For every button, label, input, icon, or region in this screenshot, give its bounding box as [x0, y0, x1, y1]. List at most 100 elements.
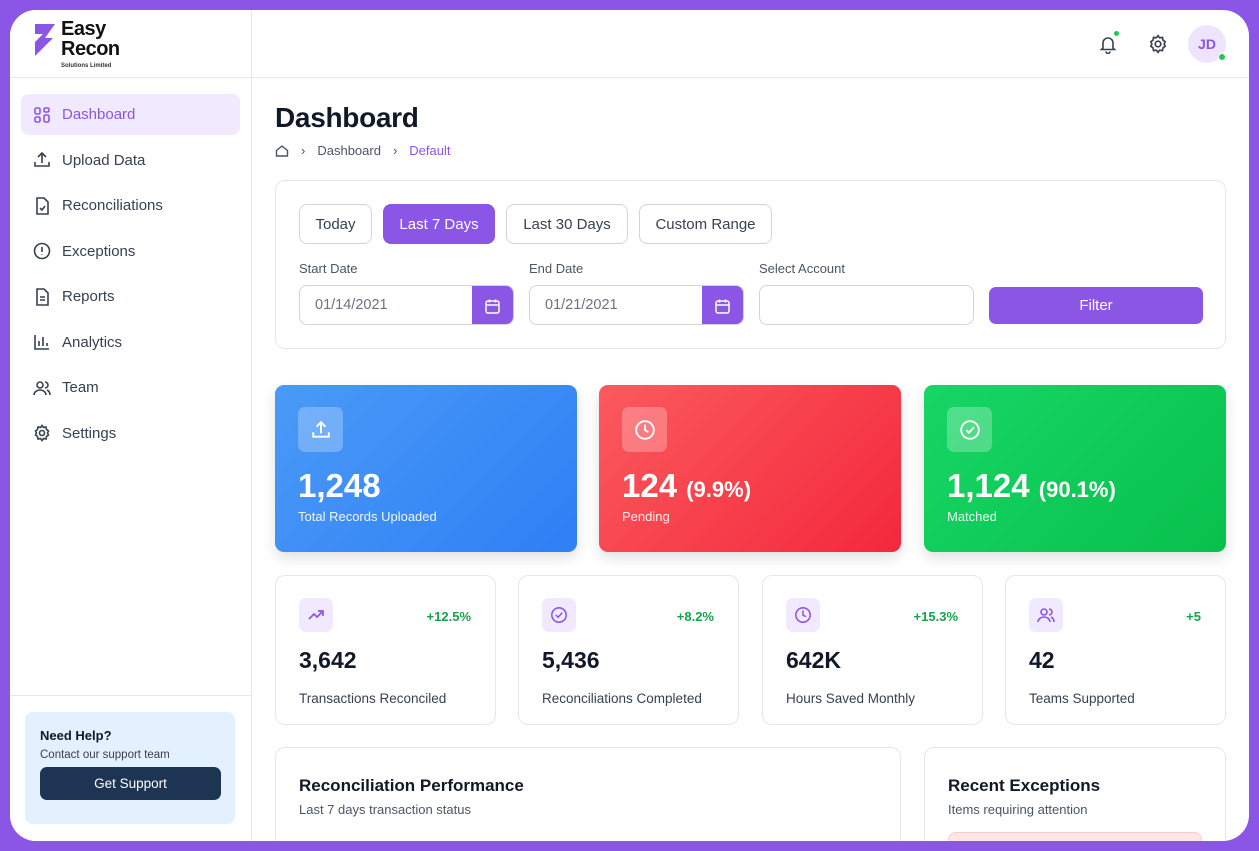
- alert-circle-icon: [33, 242, 51, 260]
- sidebar-item-label: Upload Data: [62, 151, 146, 169]
- stat-card-hours: +15.3% 642K Hours Saved Monthly: [762, 575, 983, 725]
- stat-value: 5,436: [542, 647, 600, 673]
- breadcrumb-current: Default: [409, 143, 451, 158]
- summary-label: Total Records Uploaded: [298, 509, 437, 524]
- stat-card-teams: +5 42 Teams Supported: [1005, 575, 1226, 725]
- summary-label: Pending: [622, 509, 670, 524]
- sidebar-item-label: Exceptions: [62, 242, 136, 260]
- sidebar-item-label: Reconciliations: [62, 197, 163, 214]
- calendar-icon[interactable]: [472, 286, 513, 324]
- brand-tagline: Solutions Limited: [61, 63, 112, 69]
- exceptions-title: Recent Exceptions: [948, 776, 1101, 795]
- exceptions-panel: Recent Exceptions Items requiring attent…: [924, 747, 1226, 841]
- calendar-icon[interactable]: [702, 286, 743, 324]
- performance-subtitle: Last 7 days transaction status: [299, 802, 471, 817]
- check-badge-icon: [542, 598, 576, 632]
- stat-label: Reconciliations Completed: [542, 691, 702, 706]
- sidebar-item-reports[interactable]: Reports: [21, 276, 240, 317]
- summary-value: 1,248: [298, 467, 381, 504]
- exception-item[interactable]: [948, 832, 1202, 841]
- sidebar-item-label: Reports: [62, 288, 115, 305]
- sidebar-item-exceptions[interactable]: Exceptions: [21, 231, 240, 272]
- stat-card-transactions: +12.5% 3,642 Transactions Reconciled: [275, 575, 496, 725]
- upload-icon: [34, 151, 50, 167]
- range-last-30-days-button[interactable]: Last 30 Days: [506, 204, 628, 244]
- home-icon[interactable]: [275, 144, 289, 158]
- performance-title: Reconciliation Performance: [299, 776, 524, 795]
- sidebar-item-label: Dashboard: [62, 106, 136, 123]
- stat-label: Teams Supported: [1029, 691, 1135, 706]
- stat-value: 3,642: [299, 647, 357, 673]
- brand-name-2: Recon: [61, 38, 120, 60]
- avatar-initials: JD: [1198, 36, 1216, 52]
- start-date-input[interactable]: 01/14/2021: [299, 285, 514, 325]
- exceptions-subtitle: Items requiring attention: [948, 802, 1088, 817]
- breadcrumb-dashboard[interactable]: Dashboard: [317, 143, 381, 158]
- sidebar-item-label: Team: [62, 379, 99, 396]
- stat-value: 642K: [786, 647, 841, 673]
- clock-icon: [786, 598, 820, 632]
- grid-icon: [34, 106, 50, 123]
- chevron-right-icon: ›: [301, 143, 306, 158]
- clock-icon: [622, 407, 667, 452]
- chevron-right-icon: ›: [392, 143, 398, 158]
- account-label: Select Account: [759, 261, 845, 276]
- bar-chart-icon: [34, 335, 49, 350]
- filter-button[interactable]: Filter: [989, 287, 1203, 324]
- stat-change: +8.2%: [676, 609, 714, 624]
- document-icon: [36, 287, 49, 306]
- summary-value: 1,124: [947, 467, 1030, 504]
- users-icon: [33, 380, 51, 395]
- notification-dot: [1113, 30, 1120, 37]
- summary-card-matched: 1,124 (90.1%) Matched: [924, 385, 1226, 552]
- main-content: Dashboard › Dashboard › Default Today La…: [275, 78, 1226, 841]
- range-last-7-days-button[interactable]: Last 7 Days: [383, 204, 495, 244]
- stat-card-reconciliations: +8.2% 5,436 Reconciliations Completed: [518, 575, 739, 725]
- help-title: Need Help?: [40, 728, 112, 743]
- summary-value: 124: [622, 467, 678, 504]
- sidebar-item-upload-data[interactable]: Upload Data: [21, 140, 240, 181]
- sidebar-item-reconciliations[interactable]: Reconciliations: [21, 185, 240, 226]
- stat-change: +12.5%: [426, 609, 471, 624]
- range-today-button[interactable]: Today: [299, 204, 372, 244]
- performance-panel: Reconciliation Performance Last 7 days t…: [275, 747, 901, 841]
- help-card: Need Help? Contact our support team Get …: [25, 712, 235, 824]
- file-check-icon: [36, 196, 49, 215]
- trending-up-icon: [299, 598, 333, 632]
- summary-card-pending: 124 (9.9%) Pending: [599, 385, 901, 552]
- top-header: JD: [252, 10, 1249, 78]
- filter-panel: Today Last 7 Days Last 30 Days Custom Ra…: [275, 180, 1226, 349]
- sidebar-item-label: Analytics: [62, 333, 123, 351]
- stat-change: +5: [1186, 609, 1201, 624]
- stat-label: Hours Saved Monthly: [786, 691, 916, 706]
- sidebar-item-settings[interactable]: Settings: [21, 413, 240, 454]
- breadcrumb: › Dashboard › Default: [275, 143, 1226, 158]
- users-icon: [1029, 598, 1063, 632]
- brand-name-1: Easy: [61, 18, 106, 40]
- summary-percent: (90.1%): [1038, 477, 1116, 502]
- summary-card-uploaded: 1,248 Total Records Uploaded: [275, 385, 577, 552]
- select-account-input[interactable]: [759, 285, 974, 325]
- end-date-input[interactable]: 01/21/2021: [529, 285, 744, 325]
- get-support-button[interactable]: Get Support: [40, 767, 221, 800]
- page-title: Dashboard: [275, 102, 419, 133]
- sidebar-item-team[interactable]: Team: [21, 367, 240, 408]
- bell-icon[interactable]: [1098, 34, 1118, 54]
- sidebar-nav: Dashboard Upload Data Reconciliations Ex…: [10, 78, 251, 474]
- check-circle-icon: [947, 407, 992, 452]
- stat-change: +15.3%: [913, 609, 958, 624]
- logo-mark-icon: [35, 24, 55, 56]
- app-window: Easy Recon Solutions Limited Dashboard U…: [10, 10, 1249, 841]
- sidebar: Easy Recon Solutions Limited Dashboard U…: [10, 10, 252, 841]
- sidebar-item-analytics[interactable]: Analytics: [21, 322, 240, 363]
- end-date-value: 01/21/2021: [545, 297, 618, 313]
- gear-icon[interactable]: [1148, 34, 1168, 54]
- sidebar-item-dashboard[interactable]: Dashboard: [21, 94, 240, 135]
- start-date-value: 01/14/2021: [315, 297, 388, 313]
- online-status-dot: [1218, 53, 1226, 61]
- start-date-label: Start Date: [299, 261, 358, 276]
- summary-percent: (9.9%): [686, 477, 752, 502]
- upload-icon: [298, 407, 343, 452]
- logo[interactable]: Easy Recon Solutions Limited: [10, 10, 251, 78]
- range-custom-button[interactable]: Custom Range: [639, 204, 772, 244]
